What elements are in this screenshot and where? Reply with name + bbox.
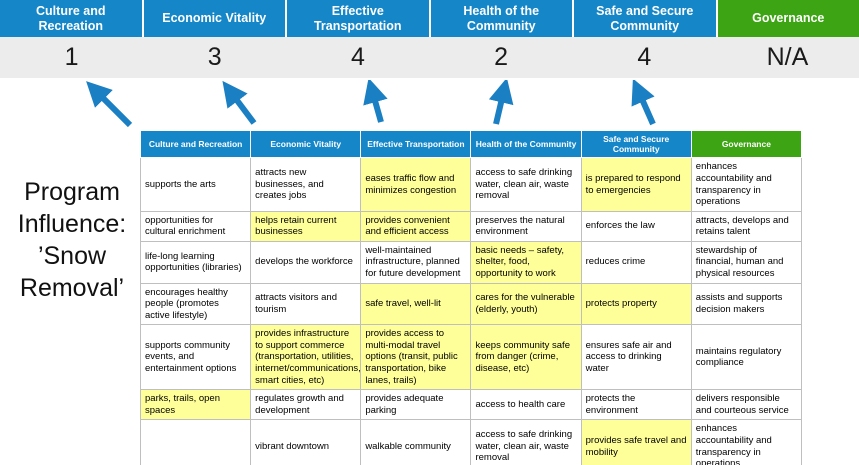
matrix-cell-4-4: ensures safe air and access to drinking … bbox=[580, 324, 692, 391]
pillar-header-culture-and-recreation: Culture and Recreation bbox=[0, 0, 142, 37]
matrix-cell-2-1: develops the workforce bbox=[250, 240, 362, 284]
matrix-cell-6-2: walkable community bbox=[360, 419, 472, 465]
program-title: Program Influence: ’Snow Removal’ bbox=[17, 178, 127, 302]
matrix-header-2: Effective Transportation bbox=[360, 129, 472, 159]
matrix-cell-4-5: maintains regulatory compliance bbox=[690, 324, 803, 391]
matrix-cell-3-5: assists and supports decision makers bbox=[690, 282, 803, 326]
pillar-header-row: Culture and Recreation Economic Vitality… bbox=[0, 0, 859, 37]
matrix-cell-4-3: keeps community safe from danger (crime,… bbox=[470, 324, 582, 391]
matrix-header-5: Governance bbox=[690, 129, 803, 159]
pillar-header-economic-vitality: Economic Vitality bbox=[143, 0, 285, 37]
matrix-cell-3-0: encourages healthy people (promotes acti… bbox=[139, 282, 252, 326]
matrix-cell-5-4: protects the environment bbox=[580, 389, 692, 421]
matrix-cell-5-0: parks, trails, open spaces bbox=[139, 389, 252, 421]
arrow-economic-icon bbox=[222, 80, 257, 125]
matrix-cell-2-2: well-maintained infrastructure, planned … bbox=[360, 240, 472, 284]
matrix-cell-5-1: regulates growth and development bbox=[250, 389, 362, 421]
matrix-cell-6-3: access to safe drinking water, clean air… bbox=[470, 419, 582, 465]
matrix-row-2: life-long learning opportunities (librar… bbox=[139, 240, 803, 284]
matrix-cell-4-1: provides infrastructure to support comme… bbox=[250, 324, 362, 391]
score-row: 1 3 4 2 4 N/A bbox=[0, 37, 859, 78]
matrix-header-4: Safe and Secure Community bbox=[580, 129, 692, 159]
matrix-row-5: parks, trails, open spaces regulates grow… bbox=[139, 389, 803, 421]
score-governance: N/A bbox=[766, 43, 809, 71]
matrix-cell-0-0: supports the arts bbox=[139, 157, 252, 212]
matrix-cell-0-4: is prepared to respond to emergencies bbox=[580, 157, 692, 212]
matrix-row-1: opportunities for cultural enrichment hel… bbox=[139, 210, 803, 242]
matrix-header-1: Economic Vitality bbox=[250, 129, 362, 159]
matrix-cell-1-5: attracts, develops and retains talent bbox=[690, 210, 803, 242]
matrix-cell-0-1: attracts new businesses, and creates job… bbox=[250, 157, 362, 212]
score-arrows bbox=[86, 80, 656, 128]
matrix-cell-2-4: reduces crime bbox=[580, 240, 692, 284]
matrix-cell-1-1: helps retain current businesses bbox=[250, 210, 362, 242]
pillar-header-safe-and-secure-community: Safe and Secure Community bbox=[574, 0, 716, 37]
matrix-cell-1-4: enforces the law bbox=[580, 210, 692, 242]
arrow-transportation-icon bbox=[363, 80, 388, 123]
matrix-cell-3-1: attracts visitors and tourism bbox=[250, 282, 362, 326]
arrow-health-icon bbox=[488, 80, 514, 125]
score-culture-and-recreation: 1 bbox=[64, 43, 79, 71]
matrix-cell-1-3: preserves the natural environment bbox=[470, 210, 582, 242]
matrix-cell-2-5: stewardship of financial, human and phys… bbox=[690, 240, 803, 284]
matrix-header-0: Culture and Recreation bbox=[139, 129, 252, 159]
matrix-row-6: vibrant downtown walkable community access… bbox=[139, 419, 803, 465]
score-economic-vitality: 3 bbox=[207, 43, 222, 71]
matrix-cell-4-2: provides access to multi-modal travel op… bbox=[360, 324, 472, 391]
matrix-cell-0-5: enhances accountability and transparency… bbox=[690, 157, 803, 212]
matrix-cell-4-0: supports community events, and entertain… bbox=[139, 324, 252, 391]
matrix-header-row: Culture and Recreation Economic Vitality E… bbox=[139, 129, 803, 159]
matrix-row-4: supports community events, and entertain… bbox=[139, 324, 803, 391]
arrow-safe-icon bbox=[631, 80, 656, 126]
matrix-header-3: Health of the Community bbox=[470, 129, 582, 159]
matrix-cell-1-0: opportunities for cultural enrichment bbox=[139, 210, 252, 242]
matrix-cell-6-0 bbox=[139, 419, 252, 465]
matrix-cell-0-2: eases traffic flow and minimizes congest… bbox=[360, 157, 472, 212]
matrix-cell-2-0: life-long learning opportunities (librar… bbox=[139, 240, 252, 284]
matrix-cell-3-3: cares for the vulnerable (elderly, youth… bbox=[470, 282, 582, 326]
matrix-cell-3-2: safe travel, well-lit bbox=[360, 282, 472, 326]
score-effective-transportation: 4 bbox=[350, 43, 365, 71]
matrix-cell-1-2: provides convenient and efficient access bbox=[360, 210, 472, 242]
pillar-header-governance: Governance bbox=[717, 0, 859, 37]
influence-matrix: Culture and Recreation Economic Vitality E… bbox=[139, 129, 803, 465]
matrix-cell-6-4: provides safe travel and mobility bbox=[580, 419, 692, 465]
matrix-cell-6-5: enhances accountability and transparency… bbox=[690, 419, 803, 465]
score-health-of-the-community: 2 bbox=[494, 43, 509, 71]
arrow-culture-icon bbox=[86, 81, 133, 128]
matrix-cell-6-1: vibrant downtown bbox=[250, 419, 362, 465]
pillar-header-effective-transportation: Effective Transportation bbox=[287, 0, 429, 37]
matrix-cell-5-5: delivers responsible and courteous servi… bbox=[690, 389, 803, 421]
matrix-cell-2-3: basic needs – safety, shelter, food, opp… bbox=[470, 240, 582, 284]
score-safe-and-secure-community: 4 bbox=[637, 43, 652, 71]
matrix-cell-3-4: protects property bbox=[580, 282, 692, 326]
matrix-row-3: encourages healthy people (promotes acti… bbox=[139, 282, 803, 326]
pillar-header-health-of-the-community: Health of the Community bbox=[430, 0, 572, 37]
matrix-cell-0-3: access to safe drinking water, clean air… bbox=[470, 157, 582, 212]
matrix-cell-5-3: access to health care bbox=[470, 389, 582, 421]
matrix-row-0: supports the arts attracts new businesses… bbox=[139, 157, 803, 212]
matrix-cell-5-2: provides adequate parking bbox=[360, 389, 472, 421]
